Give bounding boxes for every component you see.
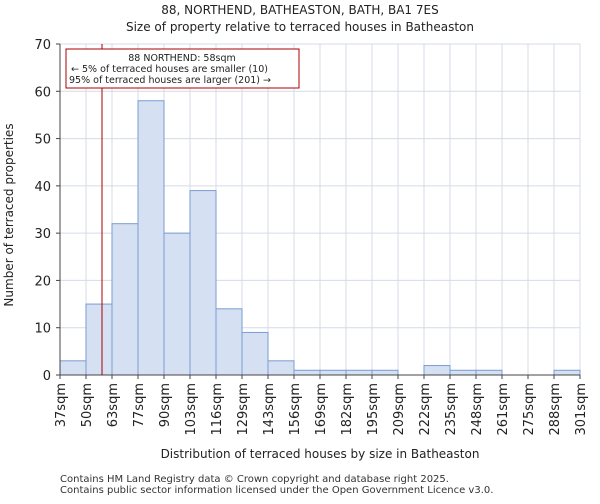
x-tick-label: 50sqm [80,383,95,427]
bar [553,369,581,376]
x-tick-label: 182sqm [340,383,355,436]
x-tick-label: 156sqm [288,383,303,436]
y-tick-label: 50 [34,133,51,148]
x-tick-label: 129sqm [236,383,251,436]
bar [319,369,347,376]
chart-title-line2: Size of property relative to terraced ho… [126,20,474,34]
x-tick-label: 90sqm [158,383,173,427]
x-tick-label: 248sqm [470,383,485,436]
bar [293,369,321,376]
bar [189,190,217,376]
x-tick-label: 301sqm [574,383,589,436]
annotation-line1: 88 NORTHEND: 58sqm [128,53,236,64]
x-tick-label: 235sqm [444,383,459,436]
x-tick-label: 275sqm [522,383,537,436]
bar [475,369,503,376]
x-tick-label: 288sqm [548,383,563,436]
y-tick-label: 40 [34,180,51,195]
x-tick-layer: 37sqm 50sqm 63sqm 77sqm 90sqm 103sqm 116sqm 129… [54,375,589,436]
y-tick-label: 0 [43,369,51,384]
annotation-line3: 95% of terraced houses are larger (201) … [69,75,271,86]
bar [423,365,451,376]
x-tick-label: 261sqm [496,383,511,436]
x-tick-label: 63sqm [106,383,121,427]
bar [215,308,243,376]
y-tick-label: 30 [34,227,51,242]
x-tick-label: 209sqm [392,383,407,436]
x-tick-label: 222sqm [418,383,433,436]
bar [163,232,191,376]
x-tick-label: 169sqm [314,383,329,436]
bar [59,360,87,376]
bar [137,100,165,376]
x-tick-label: 116sqm [210,383,225,436]
bar [241,331,269,376]
chart-title-line1: 88, NORTHEND, BATHEASTON, BATH, BA1 7ES [161,3,438,17]
bar [345,369,373,376]
bar [111,223,139,376]
annotation-frame [65,48,300,89]
annotation-line2: ← 5% of terraced houses are smaller (10) [71,64,268,75]
bar [85,303,113,376]
footer-line2: Contains public sector information licen… [60,485,494,496]
bar [267,360,295,376]
bar-layer [59,100,581,376]
y-tick-layer: 0 10 20 30 40 50 60 70 [34,38,60,384]
y-tick-label: 60 [34,85,51,100]
bar [449,369,477,376]
x-tick-label: 77sqm [132,383,147,427]
footer-line1: Contains HM Land Registry data © Crown c… [60,474,449,485]
y-tick-label: 10 [34,322,51,337]
x-tick-label: 195sqm [366,383,381,436]
bar [371,369,399,376]
x-tick-label: 37sqm [54,383,69,427]
x-axis-label: Distribution of terraced houses by size … [161,447,480,461]
annotation-box: 88 NORTHEND: 58sqm ← 5% of terraced hous… [65,48,300,89]
x-tick-label: 143sqm [262,383,277,436]
y-axis-label: Number of terraced properties [2,123,16,306]
x-tick-label: 103sqm [184,383,199,436]
y-tick-label: 70 [34,38,51,53]
y-tick-label: 20 [34,274,51,289]
